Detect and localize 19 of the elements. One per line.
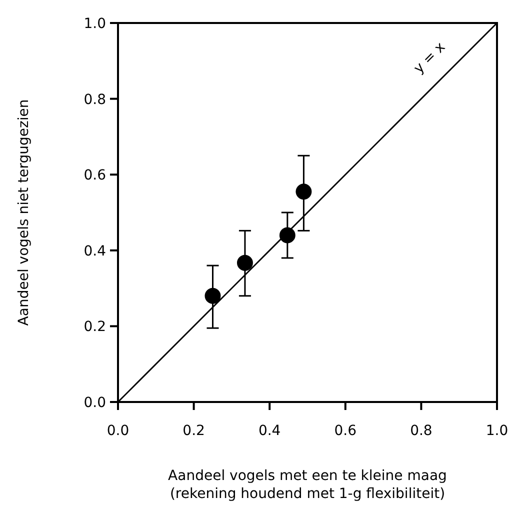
x-tick-label: 0.4 [258, 423, 281, 439]
x-tick-label: 0.0 [106, 423, 130, 439]
point [204, 288, 221, 304]
y-tick-label: 1.0 [84, 16, 106, 32]
point [296, 184, 312, 200]
point [279, 227, 296, 244]
y-tick-label: 0.6 [84, 168, 106, 184]
x-tick-label: 0.2 [182, 423, 205, 439]
annotation: y = x [410, 39, 449, 77]
x-tick-label: 1.0 [486, 423, 508, 439]
x-tick-label: 0.8 [410, 423, 432, 439]
x-tick-label: 0.6 [334, 423, 357, 439]
y-tick-label: 0.4 [84, 243, 106, 260]
y-tick-label: 0.8 [84, 92, 106, 108]
x-axis-title: Aandeel vogels met een te kleine maag (rekening houdend met 1-g flexibiliteit) [168, 468, 447, 502]
y-tick-label: 0.2 [84, 319, 106, 336]
y-tick-label: 0.0 [84, 395, 106, 411]
point [236, 254, 253, 271]
y-axis-title: Aandeel vogels niet tergugezien [16, 99, 32, 326]
